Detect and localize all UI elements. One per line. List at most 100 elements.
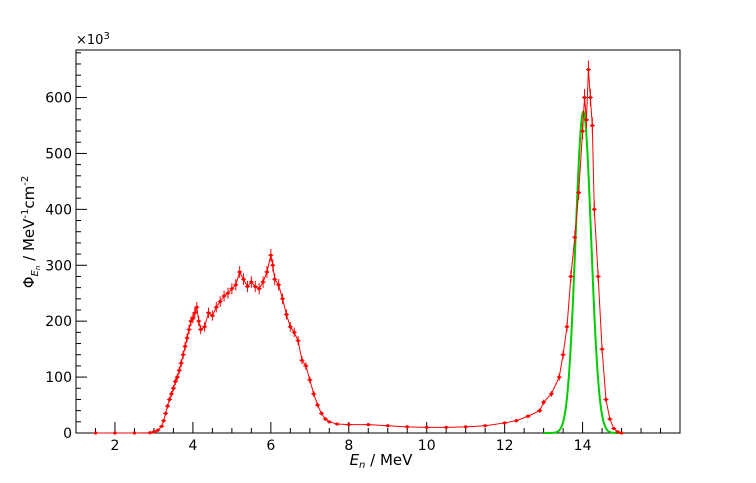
data-point bbox=[163, 411, 169, 416]
point-marker bbox=[241, 277, 246, 281]
x-tick-label: 4 bbox=[188, 438, 197, 454]
y-axis-title: ΦEn / MeV-1cm-2 bbox=[20, 176, 42, 288]
point-marker bbox=[503, 421, 507, 425]
data-point bbox=[276, 279, 282, 291]
point-marker bbox=[156, 428, 160, 432]
data-point bbox=[315, 402, 321, 408]
y-tick-label: 100 bbox=[45, 370, 72, 386]
data-point bbox=[268, 248, 274, 262]
point-marker bbox=[202, 325, 207, 329]
data-point bbox=[287, 321, 293, 332]
point-marker bbox=[177, 368, 181, 372]
axis-ticks bbox=[75, 52, 681, 434]
data-point bbox=[595, 270, 601, 283]
data-point bbox=[170, 385, 176, 392]
point-marker bbox=[193, 311, 197, 315]
point-marker bbox=[165, 404, 170, 408]
point-marker bbox=[261, 280, 265, 284]
point-marker bbox=[323, 417, 327, 421]
point-marker bbox=[173, 379, 177, 384]
data-point bbox=[184, 333, 190, 343]
data-point bbox=[270, 259, 276, 272]
point-marker bbox=[335, 422, 339, 426]
measured-series-line bbox=[95, 69, 622, 434]
point-marker bbox=[132, 431, 137, 435]
data-point bbox=[346, 423, 352, 427]
data-point bbox=[299, 356, 305, 365]
data-point bbox=[196, 316, 202, 327]
point-marker bbox=[113, 431, 117, 435]
point-marker bbox=[300, 358, 304, 362]
point-marker bbox=[312, 392, 316, 396]
point-marker bbox=[612, 426, 616, 431]
point-marker bbox=[245, 284, 250, 289]
point-marker bbox=[292, 330, 296, 334]
y-multiplier-label: ×103 bbox=[76, 31, 110, 48]
y-tick-label: 200 bbox=[45, 314, 72, 330]
data-point bbox=[303, 362, 309, 370]
data-point bbox=[599, 344, 605, 354]
data-point bbox=[229, 283, 235, 295]
data-point bbox=[611, 426, 617, 431]
y-tick-label: 600 bbox=[45, 91, 72, 107]
data-point bbox=[233, 279, 239, 291]
data-point bbox=[326, 420, 332, 424]
data-point bbox=[576, 185, 582, 200]
point-marker bbox=[280, 297, 285, 301]
point-marker bbox=[586, 67, 591, 72]
point-marker bbox=[191, 316, 195, 320]
data-point bbox=[209, 310, 215, 321]
point-marker bbox=[195, 305, 199, 309]
data-point bbox=[502, 421, 508, 425]
point-marker bbox=[319, 411, 324, 416]
data-point bbox=[424, 425, 430, 430]
point-marker bbox=[167, 397, 172, 402]
point-marker bbox=[582, 95, 587, 100]
point-marker bbox=[93, 431, 98, 435]
point-marker bbox=[234, 283, 238, 287]
x-tick-label: 10 bbox=[418, 438, 436, 454]
data-point bbox=[589, 117, 595, 134]
point-marker bbox=[308, 378, 312, 382]
data-point bbox=[161, 419, 167, 423]
point-marker bbox=[187, 327, 191, 332]
point-marker bbox=[210, 313, 214, 318]
data-point bbox=[541, 399, 547, 405]
point-marker bbox=[327, 420, 331, 424]
data-point bbox=[256, 283, 262, 295]
point-marker bbox=[197, 319, 201, 323]
data-point bbox=[202, 321, 208, 332]
point-marker bbox=[169, 392, 174, 396]
data-point bbox=[404, 425, 410, 429]
point-marker bbox=[538, 409, 542, 413]
data-point bbox=[537, 408, 543, 413]
point-marker bbox=[238, 270, 242, 274]
point-marker bbox=[464, 425, 468, 429]
data-point bbox=[572, 230, 578, 244]
point-marker bbox=[296, 339, 300, 343]
data-point bbox=[556, 373, 562, 381]
data-point bbox=[217, 296, 223, 307]
point-marker bbox=[316, 403, 320, 407]
data-point bbox=[365, 423, 371, 427]
data-point bbox=[205, 307, 211, 318]
point-marker bbox=[265, 270, 269, 274]
data-point bbox=[225, 287, 231, 299]
point-marker bbox=[222, 294, 226, 298]
point-marker bbox=[199, 327, 203, 332]
data-point bbox=[295, 336, 301, 346]
y-tick-label: 500 bbox=[45, 146, 72, 162]
data-point bbox=[585, 60, 591, 79]
point-marker bbox=[580, 129, 585, 133]
point-marker bbox=[273, 277, 277, 281]
data-point bbox=[112, 431, 118, 435]
plot-frame bbox=[75, 49, 681, 434]
data-point bbox=[168, 390, 174, 397]
y-tick-label: 0 bbox=[63, 426, 72, 442]
point-marker bbox=[514, 419, 518, 423]
data-point bbox=[213, 301, 219, 313]
data-point bbox=[131, 431, 137, 435]
data-point bbox=[155, 428, 161, 432]
point-marker bbox=[269, 253, 273, 257]
data-point bbox=[252, 280, 258, 293]
